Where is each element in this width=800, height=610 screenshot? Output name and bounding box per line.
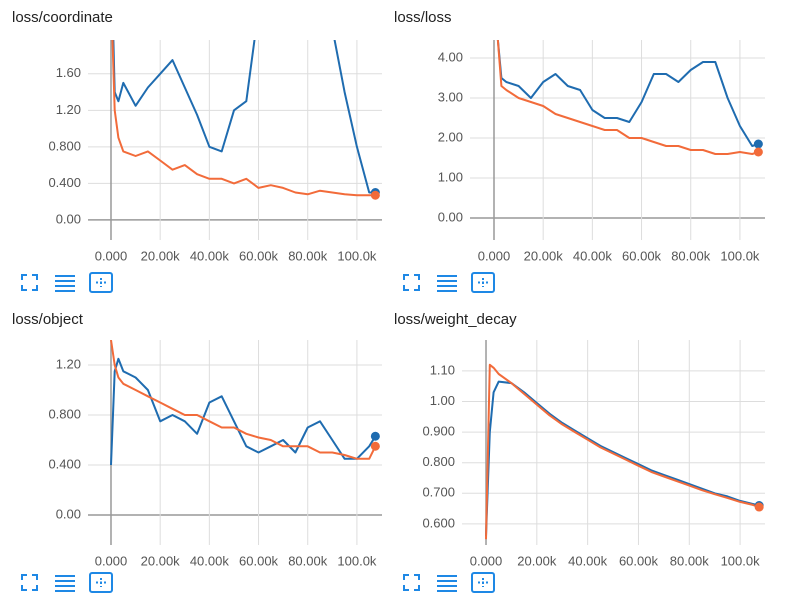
chart-title: loss/object (12, 311, 84, 328)
x-tick-label: 20.00k (141, 248, 181, 263)
y-tick-label: 0.400 (48, 175, 81, 190)
x-tick-label: 60.00k (622, 248, 662, 263)
x-tick-label: 40.00k (573, 248, 613, 263)
y-tick-label: 0.900 (422, 424, 455, 439)
x-tick-label: 80.00k (670, 553, 710, 568)
series-line (110, 357, 377, 466)
x-tick-label: 40.00k (190, 248, 230, 263)
lines-icon[interactable] (437, 275, 457, 292)
y-tick-label: 1.20 (56, 102, 81, 117)
chart-panel: loss/object 0.00 0.400 0.800 1.20 0.000 20.00k… (12, 311, 382, 568)
x-tick-label: 60.00k (239, 553, 279, 568)
y-tick-label: 0.00 (438, 209, 463, 224)
series-line (485, 363, 760, 540)
x-tick-label: 80.00k (288, 553, 328, 568)
y-tick-label: 3.00 (438, 89, 463, 104)
expand-icon[interactable] (21, 274, 38, 291)
chart-title: loss/coordinate (12, 9, 113, 26)
series-line (496, 40, 759, 155)
x-tick-label: 100.0k (337, 248, 377, 263)
x-tick-label: 40.00k (190, 553, 230, 568)
x-tick-label: 80.00k (288, 248, 328, 263)
x-tick-label: 0.000 (95, 248, 128, 263)
y-tick-label: 0.700 (422, 485, 455, 500)
y-tick-label: 0.400 (48, 456, 81, 471)
lines-icon[interactable] (437, 575, 457, 592)
y-tick-label: 0.800 (48, 138, 81, 153)
x-tick-label: 60.00k (619, 553, 659, 568)
y-tick-label: 1.00 (430, 393, 455, 408)
x-tick-label: 0.000 (470, 553, 503, 568)
y-tick-label: 0.00 (56, 506, 81, 521)
expand-icon[interactable] (403, 274, 420, 291)
plot-area (111, 40, 376, 197)
x-tick-label: 20.00k (141, 553, 181, 568)
y-tick-label: 2.00 (438, 129, 463, 144)
y-tick-label: 0.800 (48, 406, 81, 421)
x-tick-label: 20.00k (517, 553, 557, 568)
x-tick-label: 0.000 (95, 553, 128, 568)
end-point (754, 502, 764, 512)
fit-icon[interactable] (89, 272, 113, 293)
x-tick-label: 60.00k (239, 248, 279, 263)
x-tick-label: 0.000 (478, 248, 511, 263)
chart-panel: loss/loss 0.00 1.00 2.00 3.00 4.00 0.000 20.00k… (394, 9, 765, 263)
toolbar (21, 272, 495, 593)
chart-panel: loss/weight_decay 0.600 0.700 0.800 0.900 1.0… (394, 311, 765, 568)
fit-icon[interactable] (471, 272, 495, 293)
series-line (110, 340, 377, 460)
y-tick-label: 1.10 (430, 362, 455, 377)
plot-area (110, 340, 377, 466)
y-tick-label: 4.00 (438, 49, 463, 64)
end-point (370, 190, 380, 200)
y-tick-label: 1.20 (56, 356, 81, 371)
end-point (753, 139, 763, 149)
x-tick-label: 40.00k (568, 553, 608, 568)
y-tick-label: 0.600 (422, 515, 455, 530)
y-tick-label: 1.60 (56, 65, 81, 80)
lines-icon[interactable] (55, 575, 75, 592)
series-line (111, 40, 376, 197)
expand-icon[interactable] (21, 574, 38, 591)
end-point (753, 147, 763, 157)
series-line (112, 40, 376, 194)
chart-title: loss/loss (394, 9, 452, 26)
fit-icon[interactable] (471, 572, 495, 593)
lines-icon[interactable] (55, 275, 75, 292)
plot-area (496, 40, 759, 155)
series-line (496, 40, 759, 147)
x-tick-label: 100.0k (720, 248, 760, 263)
chart-title: loss/weight_decay (394, 311, 517, 328)
y-tick-label: 0.800 (422, 454, 455, 469)
y-tick-label: 1.00 (438, 169, 463, 184)
x-tick-label: 100.0k (721, 553, 761, 568)
plot-area (485, 363, 760, 540)
fit-icon[interactable] (89, 572, 113, 593)
end-point (370, 441, 380, 451)
y-tick-label: 0.00 (56, 211, 81, 226)
expand-icon[interactable] (403, 574, 420, 591)
x-tick-label: 20.00k (524, 248, 564, 263)
x-tick-label: 80.00k (671, 248, 711, 263)
end-point (370, 431, 380, 441)
x-tick-label: 100.0k (337, 553, 377, 568)
chart-panel: loss/coordinate 0.00 0.400 0.800 1.20 1.60 0.0… (12, 9, 382, 263)
